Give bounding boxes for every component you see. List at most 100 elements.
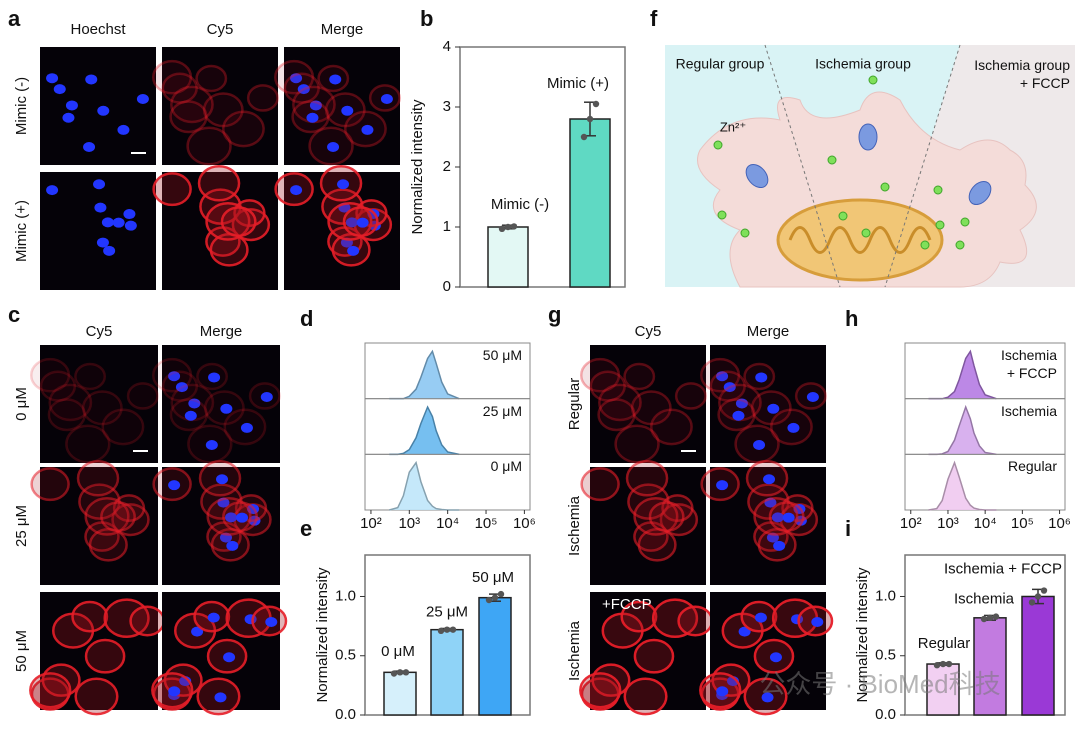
nucleus — [214, 692, 227, 703]
cytoplasm-signal — [161, 72, 198, 104]
legend-label: Regular — [1007, 458, 1057, 475]
panel-letter: f — [650, 6, 658, 31]
cytoplasm-signal — [579, 357, 621, 393]
x-tick-label: 10⁴ — [436, 515, 459, 532]
nucleus — [771, 512, 784, 523]
nucleus — [136, 93, 149, 104]
nucleus — [767, 403, 780, 414]
nucleus — [124, 220, 137, 231]
image-background — [590, 467, 706, 585]
nucleus — [103, 245, 116, 256]
cytoplasm-signal — [197, 165, 241, 202]
nucleus — [347, 245, 360, 256]
panel-letter: i — [845, 516, 851, 541]
nucleus — [732, 410, 745, 421]
data-point — [504, 223, 512, 231]
cytoplasm-signal — [101, 408, 145, 446]
cytoplasm-signal — [246, 84, 279, 112]
cytoplasm-signal — [614, 424, 660, 464]
nucleus — [782, 512, 795, 523]
data-point — [498, 225, 506, 232]
x-tick-label: 10⁴ — [974, 515, 997, 532]
cytoplasm-signal — [195, 64, 228, 93]
nucleus — [716, 686, 729, 697]
nucleus — [345, 217, 358, 228]
nucleus — [226, 540, 239, 551]
micrograph — [151, 345, 281, 464]
y-tick-label: 1 — [443, 218, 451, 235]
y-axis-label: Normalized intensity — [409, 99, 426, 235]
micrograph — [152, 460, 280, 585]
cytoplasm-signal — [39, 370, 77, 402]
image-background — [40, 172, 156, 290]
nucleus — [763, 474, 776, 485]
cytoplasm-signal — [48, 383, 93, 422]
cytoplasm-signal — [580, 467, 620, 502]
bar-label: 25 μM — [426, 603, 468, 620]
cytoplasm-signal — [220, 206, 257, 238]
panel-letter: g — [548, 302, 561, 327]
cytoplasm-signal — [71, 600, 109, 633]
nucleus — [787, 422, 800, 433]
bar-label: 50 μM — [472, 569, 514, 586]
panel-f-schematic: Regular group Ischemia group Zn²⁺ — [665, 44, 1075, 288]
cytoplasm-signal — [84, 496, 130, 536]
image-background — [710, 467, 826, 585]
column-header: Merge — [321, 21, 364, 38]
image-background — [284, 172, 400, 290]
image-background — [590, 345, 706, 463]
micrograph — [152, 165, 278, 290]
cytoplasm-signal — [598, 383, 642, 422]
y-tick-label: 4 — [443, 38, 451, 55]
image-background — [162, 172, 278, 290]
y-tick-label: 0.5 — [875, 647, 896, 664]
data-point — [933, 662, 941, 669]
data-point — [485, 596, 493, 604]
data-point — [443, 626, 451, 633]
panel-letter: c — [8, 302, 20, 327]
column-header: Cy5 — [635, 323, 662, 340]
cytoplasm-signal — [47, 398, 86, 432]
y-axis-label: Normalized intensity — [314, 567, 331, 703]
micrograph — [151, 592, 288, 716]
bar-label: 0 μM — [381, 643, 415, 660]
cytoplasm-signal — [129, 605, 166, 637]
nucleus — [97, 105, 110, 116]
nucleus — [216, 474, 229, 485]
y-tick-label: 0.0 — [335, 706, 356, 723]
nucleus — [754, 612, 767, 623]
bar-label: Mimic (-) — [491, 196, 549, 213]
x-tick-label: 10⁶ — [1048, 515, 1071, 532]
image-background — [40, 345, 158, 463]
nucleus — [380, 93, 393, 104]
image-background — [590, 592, 706, 710]
data-point — [986, 614, 994, 622]
zinc-ions — [713, 75, 970, 250]
micrograph — [699, 345, 827, 464]
nucleus — [225, 512, 238, 523]
x-tick-label: 10⁵ — [1011, 515, 1034, 532]
histogram-line — [389, 405, 460, 456]
nucleus — [716, 480, 729, 491]
nucleus — [236, 512, 249, 523]
nucleus — [306, 112, 319, 123]
nucleus — [761, 692, 774, 703]
panel-letter: d — [300, 306, 313, 331]
histogram-area — [928, 407, 997, 455]
data-point — [390, 670, 398, 677]
y-tick-label: 0.0 — [875, 706, 896, 723]
nucleus — [94, 202, 107, 213]
x-tick-label: 10³ — [398, 515, 420, 532]
y-tick-label: 0 — [443, 278, 451, 295]
y-tick-label: 1.0 — [335, 587, 356, 604]
cristae — [788, 226, 932, 254]
cytoplasm-signal — [126, 382, 159, 410]
micrograph — [274, 165, 400, 290]
column-header: Hoechst — [70, 21, 126, 38]
nucleus — [327, 142, 340, 153]
mitochondrion — [776, 198, 944, 282]
row-label: Regular — [566, 378, 583, 431]
micrograph — [579, 592, 714, 716]
row-label: Ischemia — [566, 495, 583, 556]
